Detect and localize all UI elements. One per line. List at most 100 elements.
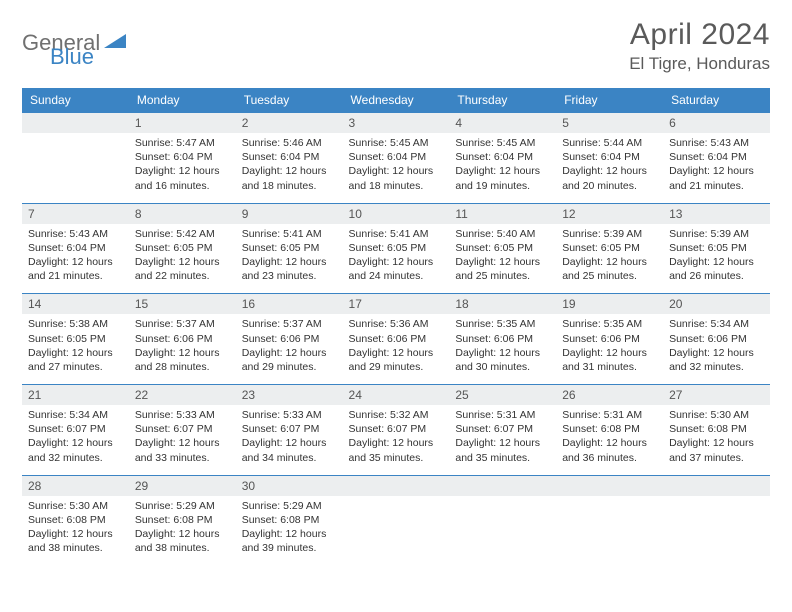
daylight-line: Daylight: 12 hours and 29 minutes.	[242, 346, 337, 374]
day-number: 21	[22, 385, 129, 405]
day-number: 13	[663, 204, 770, 224]
sunrise-line: Sunrise: 5:44 AM	[562, 136, 657, 150]
day-cell: 20Sunrise: 5:34 AMSunset: 6:06 PMDayligh…	[663, 294, 770, 385]
sunset-line: Sunset: 6:08 PM	[242, 513, 337, 527]
day-number: 25	[449, 385, 556, 405]
sunset-line: Sunset: 6:04 PM	[135, 150, 230, 164]
sunrise-line: Sunrise: 5:34 AM	[669, 317, 764, 331]
day-cell: 26Sunrise: 5:31 AMSunset: 6:08 PMDayligh…	[556, 385, 663, 476]
day-data: Sunrise: 5:45 AMSunset: 6:04 PMDaylight:…	[449, 133, 556, 203]
daylight-line: Daylight: 12 hours and 38 minutes.	[28, 527, 123, 555]
day-cell: 27Sunrise: 5:30 AMSunset: 6:08 PMDayligh…	[663, 385, 770, 476]
daylight-line: Daylight: 12 hours and 25 minutes.	[562, 255, 657, 283]
header: General April 2024 El Tigre, Honduras	[22, 18, 770, 74]
daylight-line: Daylight: 12 hours and 38 minutes.	[135, 527, 230, 555]
day-number: 6	[663, 113, 770, 133]
sunset-line: Sunset: 6:08 PM	[669, 422, 764, 436]
daylight-line: Daylight: 12 hours and 30 minutes.	[455, 346, 550, 374]
day-number: 23	[236, 385, 343, 405]
day-data: Sunrise: 5:29 AMSunset: 6:08 PMDaylight:…	[236, 496, 343, 566]
sunset-line: Sunset: 6:08 PM	[28, 513, 123, 527]
day-data: Sunrise: 5:47 AMSunset: 6:04 PMDaylight:…	[129, 133, 236, 203]
day-number: 16	[236, 294, 343, 314]
daylight-line: Daylight: 12 hours and 24 minutes.	[349, 255, 444, 283]
day-data	[449, 496, 556, 558]
daylight-line: Daylight: 12 hours and 23 minutes.	[242, 255, 337, 283]
daylight-line: Daylight: 12 hours and 35 minutes.	[349, 436, 444, 464]
sunrise-line: Sunrise: 5:29 AM	[242, 499, 337, 513]
sunset-line: Sunset: 6:06 PM	[242, 332, 337, 346]
week-row: 7Sunrise: 5:43 AMSunset: 6:04 PMDaylight…	[22, 203, 770, 294]
day-data: Sunrise: 5:37 AMSunset: 6:06 PMDaylight:…	[129, 314, 236, 384]
sunset-line: Sunset: 6:07 PM	[135, 422, 230, 436]
week-row: 1Sunrise: 5:47 AMSunset: 6:04 PMDaylight…	[22, 113, 770, 204]
day-number: 1	[129, 113, 236, 133]
day-number	[22, 113, 129, 133]
daylight-line: Daylight: 12 hours and 32 minutes.	[669, 346, 764, 374]
day-header-thu: Thursday	[449, 88, 556, 113]
sunrise-line: Sunrise: 5:39 AM	[562, 227, 657, 241]
day-number: 30	[236, 476, 343, 496]
calendar-table: Sunday Monday Tuesday Wednesday Thursday…	[22, 88, 770, 565]
sunrise-line: Sunrise: 5:29 AM	[135, 499, 230, 513]
day-data	[663, 496, 770, 558]
day-number: 18	[449, 294, 556, 314]
day-number: 17	[343, 294, 450, 314]
daylight-line: Daylight: 12 hours and 21 minutes.	[669, 164, 764, 192]
daylight-line: Daylight: 12 hours and 36 minutes.	[562, 436, 657, 464]
sunset-line: Sunset: 6:08 PM	[135, 513, 230, 527]
day-cell: 12Sunrise: 5:39 AMSunset: 6:05 PMDayligh…	[556, 203, 663, 294]
week-row: 14Sunrise: 5:38 AMSunset: 6:05 PMDayligh…	[22, 294, 770, 385]
day-data: Sunrise: 5:41 AMSunset: 6:05 PMDaylight:…	[343, 224, 450, 294]
daylight-line: Daylight: 12 hours and 16 minutes.	[135, 164, 230, 192]
sunrise-line: Sunrise: 5:35 AM	[562, 317, 657, 331]
sunset-line: Sunset: 6:04 PM	[28, 241, 123, 255]
day-cell: 11Sunrise: 5:40 AMSunset: 6:05 PMDayligh…	[449, 203, 556, 294]
month-title: April 2024	[629, 18, 770, 52]
sunset-line: Sunset: 6:05 PM	[455, 241, 550, 255]
day-number: 20	[663, 294, 770, 314]
daylight-line: Daylight: 12 hours and 27 minutes.	[28, 346, 123, 374]
day-number: 26	[556, 385, 663, 405]
sunset-line: Sunset: 6:05 PM	[242, 241, 337, 255]
sunset-line: Sunset: 6:06 PM	[349, 332, 444, 346]
day-cell: 2Sunrise: 5:46 AMSunset: 6:04 PMDaylight…	[236, 113, 343, 204]
day-data: Sunrise: 5:39 AMSunset: 6:05 PMDaylight:…	[556, 224, 663, 294]
day-number: 8	[129, 204, 236, 224]
daylight-line: Daylight: 12 hours and 20 minutes.	[562, 164, 657, 192]
sunset-line: Sunset: 6:04 PM	[669, 150, 764, 164]
day-data: Sunrise: 5:45 AMSunset: 6:04 PMDaylight:…	[343, 133, 450, 203]
daylight-line: Daylight: 12 hours and 37 minutes.	[669, 436, 764, 464]
sunrise-line: Sunrise: 5:35 AM	[455, 317, 550, 331]
day-cell	[343, 475, 450, 565]
day-data: Sunrise: 5:35 AMSunset: 6:06 PMDaylight:…	[556, 314, 663, 384]
daylight-line: Daylight: 12 hours and 33 minutes.	[135, 436, 230, 464]
day-cell: 28 Sunrise: 5:30 AMSunset: 6:08 PMDayligh…	[22, 475, 129, 565]
day-number: 28	[22, 476, 129, 496]
day-cell: 1Sunrise: 5:47 AMSunset: 6:04 PMDaylight…	[129, 113, 236, 204]
sunrise-line: Sunrise: 5:47 AM	[135, 136, 230, 150]
day-data	[22, 133, 129, 195]
sunrise-line: Sunrise: 5:30 AM	[28, 499, 123, 513]
day-header-tue: Tuesday	[236, 88, 343, 113]
day-data: Sunrise: 5:39 AMSunset: 6:05 PMDaylight:…	[663, 224, 770, 294]
sunset-line: Sunset: 6:07 PM	[349, 422, 444, 436]
sunrise-line: Sunrise: 5:37 AM	[242, 317, 337, 331]
sunset-line: Sunset: 6:05 PM	[669, 241, 764, 255]
day-data: Sunrise: 5:30 AMSunset: 6:08 PMDaylight:…	[663, 405, 770, 475]
day-data: Sunrise: 5:31 AMSunset: 6:08 PMDaylight:…	[556, 405, 663, 475]
sunrise-line: Sunrise: 5:36 AM	[349, 317, 444, 331]
sunset-line: Sunset: 6:04 PM	[455, 150, 550, 164]
sunset-line: Sunset: 6:05 PM	[135, 241, 230, 255]
daylight-line: Daylight: 12 hours and 39 minutes.	[242, 527, 337, 555]
day-number: 22	[129, 385, 236, 405]
sunset-line: Sunset: 6:04 PM	[562, 150, 657, 164]
daylight-line: Daylight: 12 hours and 28 minutes.	[135, 346, 230, 374]
day-cell: 8Sunrise: 5:42 AMSunset: 6:05 PMDaylight…	[129, 203, 236, 294]
daylight-line: Daylight: 12 hours and 32 minutes.	[28, 436, 123, 464]
daylight-line: Daylight: 12 hours and 19 minutes.	[455, 164, 550, 192]
sunset-line: Sunset: 6:07 PM	[455, 422, 550, 436]
sunset-line: Sunset: 6:08 PM	[562, 422, 657, 436]
day-data: Sunrise: 5:32 AMSunset: 6:07 PMDaylight:…	[343, 405, 450, 475]
day-cell: 10Sunrise: 5:41 AMSunset: 6:05 PMDayligh…	[343, 203, 450, 294]
